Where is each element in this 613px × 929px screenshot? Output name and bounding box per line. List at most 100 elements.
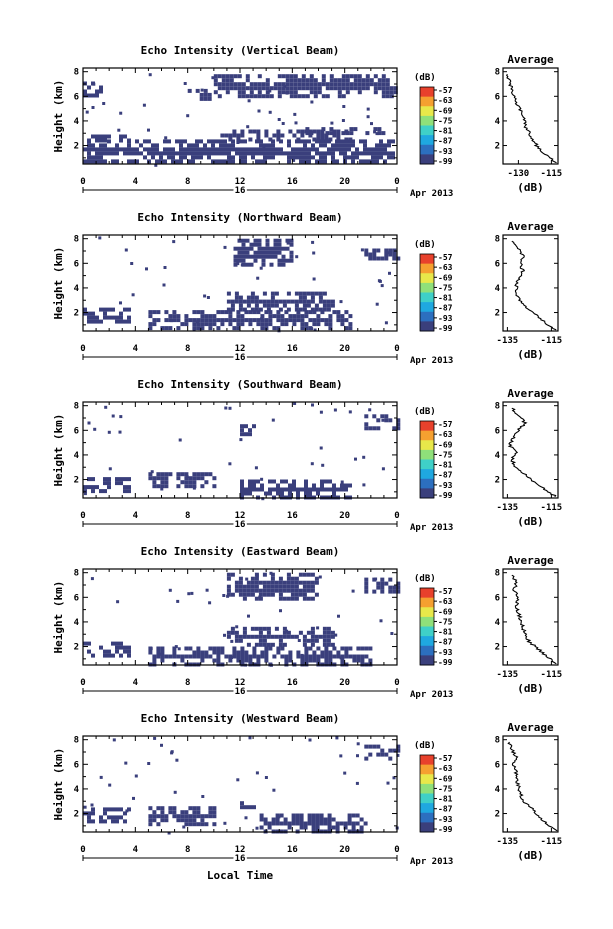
echo-pixel (299, 825, 304, 830)
echo-pixel (207, 92, 212, 97)
echo-pixel (240, 424, 244, 429)
echo-pixel (387, 155, 391, 160)
y-tick-label: 4 (74, 451, 80, 461)
echo-pixel (381, 86, 386, 91)
average-y-tick-label: 6 (495, 593, 500, 603)
echo-pixel (184, 822, 189, 827)
colorbar-label: -63 (438, 430, 453, 439)
echo-speckle (104, 405, 108, 409)
x-tick-label: 12 (235, 177, 246, 187)
echo-pixel (343, 825, 348, 830)
echo-pixel (320, 129, 325, 134)
echo-pixel (255, 147, 259, 152)
echo-pixel (388, 748, 393, 753)
echo-pixel (200, 484, 205, 489)
echo-pixel (228, 310, 233, 315)
average-x-tick-label: -135 (497, 670, 519, 680)
echo-pixel (103, 477, 107, 482)
y-tick-label: 4 (74, 284, 80, 294)
echo-pixel (326, 299, 331, 304)
echo-pixel (379, 139, 383, 144)
colorbar-label: -57 (438, 86, 453, 95)
echo-speckle (223, 821, 227, 825)
echo-pixel (259, 151, 263, 156)
echo-pixel (115, 481, 119, 486)
echo-pixel (276, 326, 281, 331)
echo-speckle (160, 743, 163, 747)
x-axis-label: Local Time (207, 869, 274, 882)
echo-pixel (179, 159, 183, 164)
colorbar-label: -63 (438, 263, 453, 272)
echo-speckle (366, 115, 370, 119)
echo-pixel (227, 159, 231, 164)
average-y-tick-label: 2 (495, 476, 500, 486)
echo-pixel (224, 133, 229, 138)
echo-pixel (298, 630, 303, 635)
echo-pixel (277, 246, 282, 251)
average-title: Average (507, 53, 554, 66)
average-title: Average (507, 387, 554, 400)
echo-pixel (272, 326, 277, 331)
echo-pixel (278, 592, 283, 597)
echo-pixel (268, 314, 273, 319)
echo-pixel (272, 314, 277, 319)
colorbar-segment (420, 755, 434, 766)
echo-pixel (184, 480, 189, 485)
echo-pixel (226, 584, 231, 589)
echo-pixel (119, 645, 123, 650)
echo-pixel (240, 322, 245, 327)
echo-pixel (301, 78, 306, 83)
echo-pixel (287, 151, 291, 156)
echo-pixel (243, 139, 247, 144)
echo-pixel (364, 646, 369, 651)
colorbar-segment (420, 144, 434, 155)
echo-pixel (340, 646, 345, 651)
echo-pixel (324, 318, 329, 323)
echo-pixel (387, 151, 391, 156)
echo-pixel (282, 596, 287, 601)
echo-pixel (192, 814, 197, 819)
echo-pixel (148, 472, 153, 477)
echo-pixel (297, 82, 302, 87)
echo-pixel (295, 821, 300, 826)
echo-pixel (155, 143, 159, 148)
echo-pixel (281, 90, 286, 95)
echo-pixel (285, 86, 290, 91)
echo-speckle (335, 736, 339, 740)
echo-pixel (290, 576, 295, 581)
echo-pixel (238, 588, 243, 593)
echo-pixel (288, 314, 293, 319)
echo-pixel (260, 326, 265, 331)
echo-pixel (295, 147, 299, 152)
echo-pixel (179, 139, 183, 144)
echo-pixel (163, 159, 167, 164)
echo-speckle (308, 738, 312, 742)
echo-pixel (267, 151, 271, 156)
echo-pixel (315, 821, 320, 826)
echo-pixel (233, 254, 238, 259)
echo-pixel (341, 94, 346, 99)
echo-pixel (147, 147, 151, 152)
echo-pixel (281, 258, 286, 263)
echo-pixel (383, 151, 387, 156)
colorbar-label: -63 (438, 764, 453, 773)
echo-pixel (339, 151, 343, 156)
echo-pixel (192, 818, 197, 823)
echo-pixel (237, 94, 242, 99)
echo-pixel (261, 94, 266, 99)
echo-speckle (272, 788, 276, 792)
echo-pixel (265, 82, 270, 87)
echo-pixel (253, 82, 258, 87)
echo-pixel (243, 155, 247, 160)
echo-pixel (180, 472, 185, 477)
echo-pixel (371, 159, 375, 164)
echo-pixel (226, 588, 231, 593)
echo-pixel (255, 151, 259, 156)
echo-pixel (296, 491, 300, 496)
echo-pixel (172, 806, 177, 811)
echo-pixel (310, 580, 315, 585)
echo-pixel (348, 483, 352, 488)
colorbar-segment (420, 793, 434, 804)
echo-pixel (163, 147, 167, 152)
echo-pixel (265, 94, 270, 99)
